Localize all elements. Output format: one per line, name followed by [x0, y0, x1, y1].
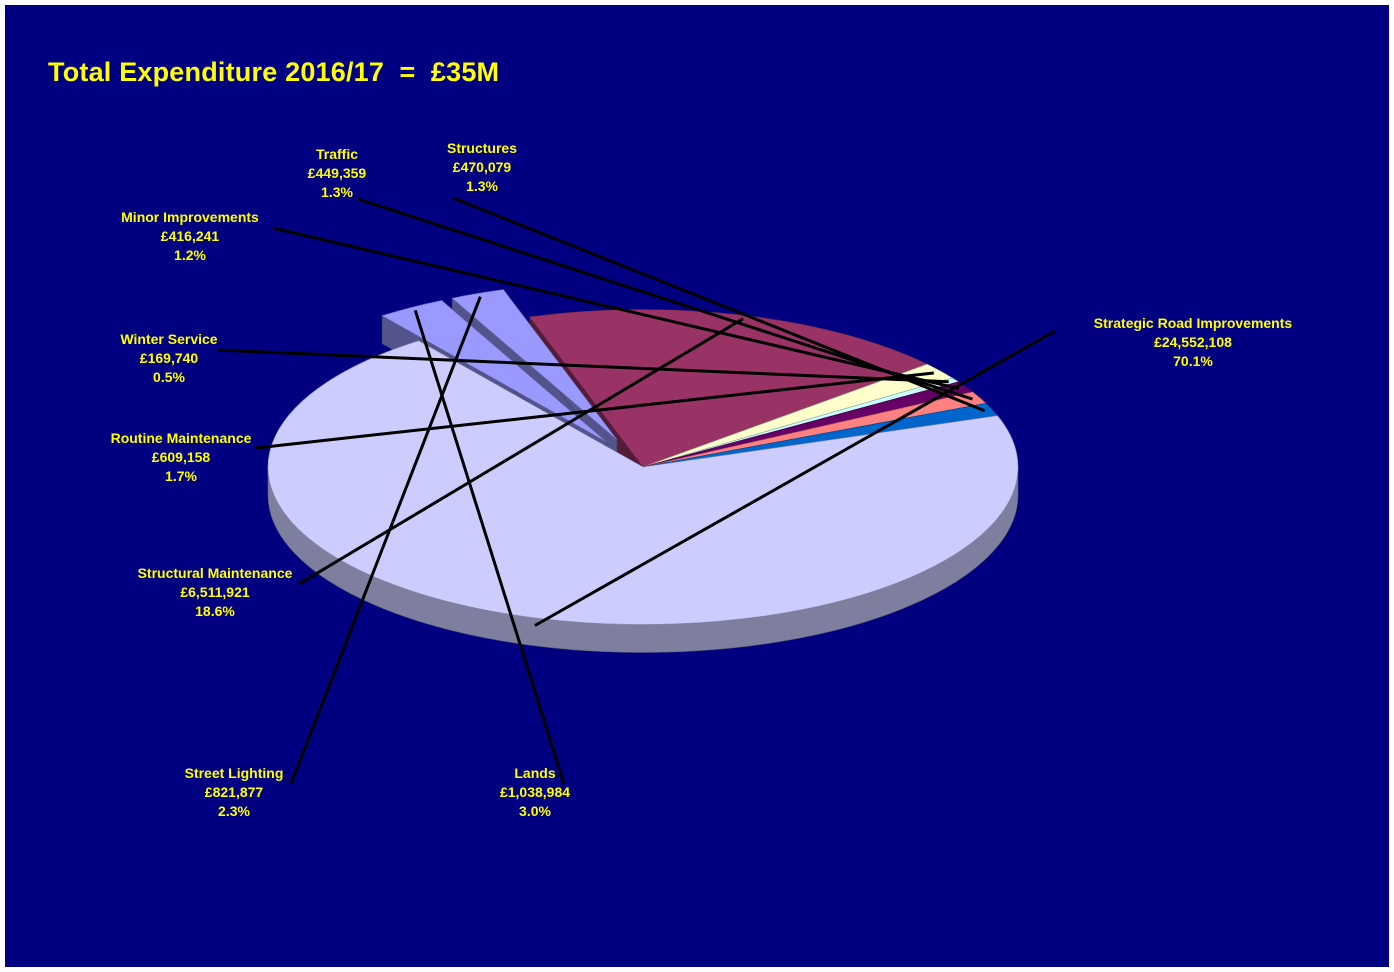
- slice-label-strategic-road: Strategic Road Improvements £24,552,108 70…: [1094, 315, 1293, 369]
- slice-label-winter-service: Winter Service £169,740 0.5%: [120, 331, 217, 385]
- slice-label-street-lighting: Street Lighting £821,877 2.3%: [185, 765, 284, 819]
- leader-line: [298, 317, 744, 586]
- chart-title: Total Expenditure 2016/17 = £35M: [48, 57, 500, 87]
- leader-line: [452, 196, 986, 413]
- leader-line: [255, 371, 934, 450]
- leader-line: [272, 226, 960, 391]
- leader-line: [289, 296, 482, 785]
- slice-label-lands: Lands £1,038,984 3.0%: [500, 765, 570, 819]
- slice-label-minor-improvements: Minor Improvements £416,241 1.2%: [121, 209, 259, 263]
- slice-label-routine-maintenance: Routine Maintenance £609,158 1.7%: [111, 430, 252, 484]
- leader-line: [413, 309, 566, 785]
- slice-label-structures: Structures £470,079 1.3%: [447, 140, 517, 194]
- slice-label-traffic: Traffic £449,359 1.3%: [308, 146, 367, 200]
- chart-frame: Total Expenditure 2016/17 = £35M Strateg…: [5, 5, 1389, 967]
- leader-line: [534, 329, 1056, 627]
- slice-label-structural-maintenance: Structural Maintenance £6,511,921 18.6%: [138, 565, 293, 619]
- leader-line: [217, 348, 949, 384]
- pie-chart: Strategic Road Improvements £24,552,108 70…: [111, 140, 1293, 819]
